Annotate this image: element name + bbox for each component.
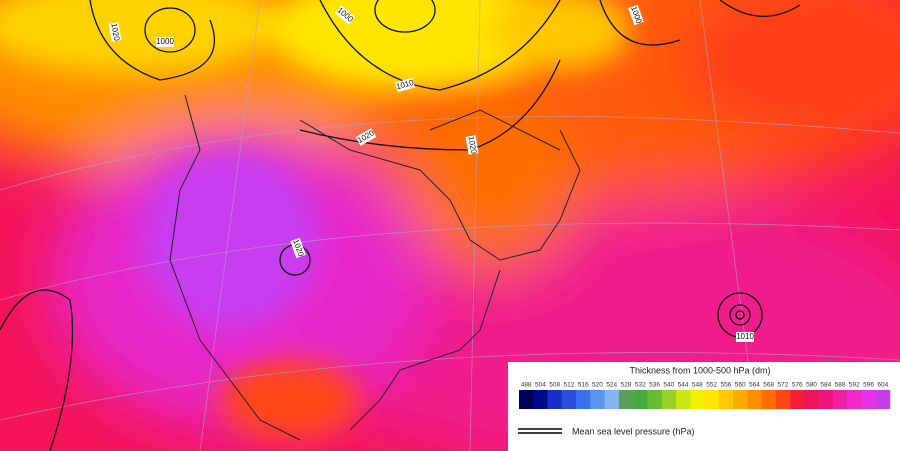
level-label: 552: [706, 382, 717, 389]
contour-label-bg: [355, 128, 377, 146]
level-label: 564: [749, 382, 760, 389]
level-label: 576: [792, 382, 803, 389]
level-label: 580: [806, 382, 817, 389]
contour-label-bg: [334, 5, 356, 25]
level-label: 596: [863, 382, 874, 389]
contour-label: 1010: [736, 332, 754, 341]
color-swatch: [790, 390, 805, 409]
level-label: 524: [606, 382, 617, 389]
color-swatch: [747, 390, 762, 409]
level-label: 604: [877, 382, 888, 389]
color-swatch: [704, 390, 720, 409]
color-swatch: [675, 390, 691, 409]
color-swatch: [875, 390, 891, 409]
contour-label-bg: [395, 77, 415, 93]
color-swatch: [818, 390, 834, 409]
level-label: 504: [535, 382, 546, 389]
color-swatch: [547, 390, 563, 409]
color-swatch: [861, 390, 877, 409]
legend-title: Thickness from 1000-500 hPa (dm): [629, 365, 770, 375]
color-swatch: [647, 390, 662, 409]
level-label: 584: [820, 382, 831, 389]
color-swatch: [590, 390, 605, 409]
level-label: 512: [564, 382, 575, 389]
level-label: 516: [578, 382, 589, 389]
color-swatch: [576, 390, 591, 409]
level-label: 488: [521, 382, 532, 389]
color-swatch: [718, 390, 734, 409]
level-label: 548: [692, 382, 703, 389]
level-label: 588: [835, 382, 846, 389]
level-label: 556: [720, 382, 731, 389]
contour-label: 1020: [109, 22, 121, 42]
color-swatch: [519, 390, 534, 409]
color-swatch: [775, 390, 791, 409]
color-swatch: [633, 390, 648, 409]
color-swatch: [733, 390, 748, 409]
level-label: 572: [778, 382, 789, 389]
color-swatch: [832, 390, 848, 409]
contour-label-bg: [290, 237, 306, 259]
color-swatch: [804, 390, 819, 409]
color-swatch: [661, 390, 677, 409]
contour-label-bg: [465, 135, 479, 155]
level-label: 544: [678, 382, 689, 389]
level-label: 540: [663, 382, 674, 389]
level-label: 532: [635, 382, 646, 389]
level-label: 560: [735, 382, 746, 389]
color-swatch: [604, 390, 620, 409]
level-label: 568: [763, 382, 774, 389]
color-swatch: [761, 390, 777, 409]
level-label: 536: [649, 382, 660, 389]
contour-label-bg: [156, 37, 174, 47]
level-label: 520: [592, 382, 603, 389]
coastlines: [169, 94, 581, 441]
pressure-label: Mean sea level pressure (hPa): [572, 426, 695, 436]
level-label: 592: [849, 382, 860, 389]
color-swatch: [847, 390, 862, 409]
contour-label: 1020: [466, 135, 478, 155]
contour-label: 1000: [156, 37, 174, 46]
color-swatch: [690, 390, 705, 409]
level-label: 508: [549, 382, 560, 389]
level-label: 528: [621, 382, 632, 389]
contour-label-bg: [108, 22, 122, 42]
contour-label-bg: [628, 4, 644, 26]
legend: Thickness from 1000-500 hPa (dm) 488 504 5…: [508, 362, 900, 451]
color-swatch: [618, 390, 634, 409]
color-swatch: [561, 390, 577, 409]
contour-label-bg: [736, 332, 754, 342]
color-swatch: [533, 390, 548, 409]
isobars: [0, 0, 801, 451]
